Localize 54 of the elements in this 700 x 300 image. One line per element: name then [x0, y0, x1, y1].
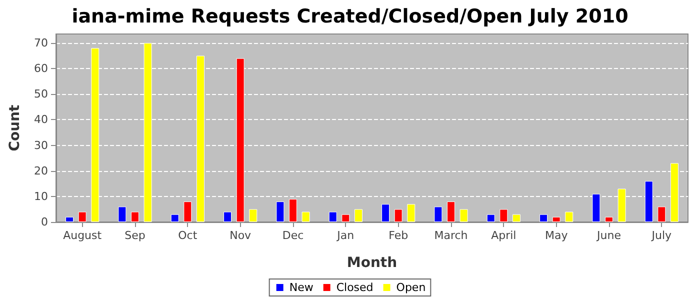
y-tick-label: 10 [34, 190, 48, 203]
bar [118, 206, 126, 222]
y-axis-title: Count [7, 104, 23, 152]
bar [434, 206, 442, 222]
bar [512, 214, 520, 222]
x-tick-label: Sep [124, 229, 146, 242]
legend-label: New [289, 281, 314, 294]
bar [500, 209, 508, 222]
x-tick-label: Jan [336, 229, 354, 242]
bar [131, 212, 139, 222]
bar [565, 212, 574, 222]
bar [552, 216, 560, 222]
bar [289, 198, 297, 222]
bar [184, 202, 192, 222]
bar [605, 216, 613, 222]
x-tick-label: March [434, 229, 468, 242]
bar [354, 209, 362, 222]
y-tick-label: 0 [41, 216, 48, 228]
x-tick-label: Oct [178, 229, 198, 242]
bar [224, 212, 232, 222]
y-tick-label: 40 [34, 113, 48, 126]
y-tick-label: 50 [34, 88, 48, 101]
bar [658, 206, 666, 222]
legend-label: Open [396, 281, 426, 294]
bar [66, 216, 74, 222]
bar [447, 202, 455, 222]
y-tick-label: 20 [34, 164, 48, 178]
bar [460, 209, 468, 222]
x-tick-label: August [63, 229, 102, 242]
x-tick-label: June [596, 229, 622, 242]
x-tick-label: July [650, 229, 672, 242]
y-tick-label: 70 [34, 36, 48, 50]
y-tick-label: 30 [34, 138, 48, 152]
bar [249, 209, 258, 222]
x-tick-label: Nov [230, 229, 252, 242]
bar [328, 212, 337, 222]
x-tick-label: Dec [282, 229, 304, 242]
bar [170, 214, 179, 222]
bar [486, 214, 495, 222]
legend-label: Closed [336, 281, 374, 294]
x-tick-label: May [544, 229, 568, 242]
bar [78, 212, 86, 222]
bar [276, 202, 284, 222]
bar [394, 209, 402, 222]
x-axis-title: Month [346, 255, 398, 271]
bar [540, 214, 548, 222]
bar [342, 214, 350, 222]
bar [407, 204, 416, 222]
chart-title: iana-mime Requests Created/Closed/Open July 2010 [72, 6, 628, 28]
x-tick-label: Feb [388, 229, 408, 242]
y-tick-label: 60 [34, 62, 48, 76]
bar [302, 212, 310, 222]
x-tick-label: April [491, 229, 516, 242]
bar [382, 204, 390, 222]
